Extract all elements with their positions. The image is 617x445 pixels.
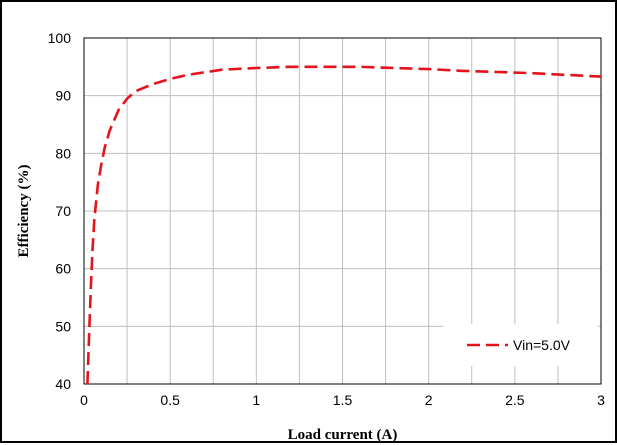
x-tick-label: 3 [597,392,605,408]
y-tick-label: 80 [55,145,71,161]
y-tick-label: 50 [55,318,71,334]
plot-area-border [83,37,602,385]
y-tick-label: 100 [48,30,72,46]
x-axis-title: Load current (A) [288,427,398,443]
series-line [86,65,602,385]
legend: Vin=5.0V [443,324,598,366]
legend-label: Vin=5.0V [513,337,571,353]
tick-labels: 0 0.5 1 1.5 2 2.5 3 40 50 60 70 80 90 100 [48,30,605,408]
y-axis-title: Efficiency (%) [16,165,32,258]
y-tick-label: 70 [55,203,71,219]
y-tick-label: 90 [55,88,71,104]
x-tick-label: 1.5 [333,392,353,408]
x-tick-label: 0 [80,392,88,408]
y-tick-label: 40 [55,376,71,392]
x-tick-label: 2.5 [505,392,525,408]
y-tick-label: 60 [55,261,71,277]
x-tick-label: 2 [425,392,433,408]
x-tick-label: 0.5 [160,392,180,408]
x-tick-label: 1 [252,392,260,408]
series-layer [86,65,602,385]
grid-lines [84,38,601,384]
